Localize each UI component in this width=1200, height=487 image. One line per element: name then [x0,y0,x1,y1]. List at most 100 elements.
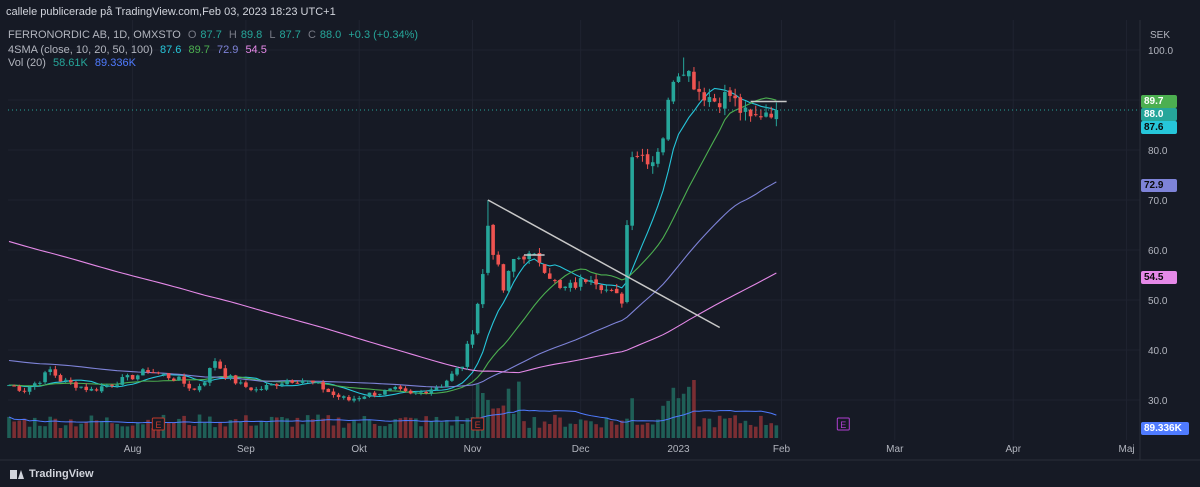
volume-bar [584,420,588,438]
candle-body [69,379,73,383]
sma-line-50 [8,181,777,388]
price-badge: 87.6 [1141,120,1177,134]
volume-bar [656,419,660,438]
candle-body [372,392,377,396]
volume-bar [156,424,161,438]
vol-ma-value: 89.336K [94,57,136,69]
y-tick-label: 70.0 [1148,196,1168,207]
volume-bar [589,421,593,438]
volume-bar [692,380,696,438]
currency-label: SEK [1150,30,1171,41]
y-tick-label: 40.0 [1148,346,1168,357]
volume-bar [537,427,542,438]
candle-body [450,373,454,381]
volume-bar [110,423,114,438]
high-label: H [228,29,237,41]
candle-body [135,375,140,380]
vol-label[interactable]: Vol (20) [8,57,46,69]
volume-bar [444,420,449,438]
earnings-label: E [475,420,481,430]
candle-body [74,382,78,388]
candle-body [625,225,629,302]
volume-bar [249,425,253,438]
volume-bar [599,427,604,438]
volume-bar [285,418,289,438]
candle-body [444,380,449,388]
candle-body [733,95,737,99]
candle-body [475,303,480,334]
volume-bar [7,416,11,438]
volume-bar [594,424,598,438]
candle-body [357,398,361,400]
earnings-marker [471,417,485,431]
volume-bar [532,417,537,438]
volume-bar [269,416,274,438]
volume-bar [352,419,356,438]
volume-bar [460,423,464,438]
volume-bar [141,424,145,438]
volume-bar [321,418,325,438]
volume-bar [120,426,125,438]
volume-bar [434,416,439,438]
candle-body [522,256,526,260]
trend-line [487,199,721,329]
candle-body [759,116,763,118]
candle-body [110,384,114,386]
tradingview-logo-icon [10,469,24,479]
volume-bar [362,416,367,438]
candle-body [609,289,614,291]
symbol-label[interactable]: FERRONORDIC AB, 1D, OMXSTO [8,29,181,41]
tradingview-brand[interactable]: TradingView [10,468,94,480]
x-tick-label: Sep [237,444,255,455]
candle-body [723,92,727,109]
volume-bar [481,392,485,438]
candle-body [573,282,578,288]
volume-bar [238,422,243,438]
volume-bar [187,425,192,438]
volume-bar [640,424,645,438]
open-label: O [187,29,197,41]
volume-bar [408,417,413,438]
candle-body [99,386,104,392]
candle-body [470,334,475,345]
candle-body [244,382,248,387]
candle-body [774,110,779,120]
x-tick-label: Mar [886,444,904,455]
candle-body [656,151,660,164]
candle-body [326,388,331,393]
candle-body [48,369,52,372]
candle-body [202,382,207,386]
volume-bar [316,414,320,438]
candle-body [331,391,336,396]
volume-bar [614,424,619,438]
volume-bar [27,426,32,438]
volume-bar [125,426,130,438]
volume-bar [182,415,186,438]
legend-sma-row: 4SMA (close, 10, 20, 50, 100) 87.6 89.7 … [8,44,271,56]
sma-label[interactable]: 4SMA (close, 10, 20, 50, 100) [8,44,153,56]
volume-bar [398,418,403,438]
volume-bar [177,418,181,438]
candle-body [197,386,202,391]
candle-body [707,97,712,103]
x-tick-label: Dec [572,444,590,455]
volume-bar [378,425,382,438]
candle-body [233,375,238,384]
earnings-marker [836,417,850,431]
candle-body [151,372,155,374]
candle-body [403,388,408,392]
candle-body [568,282,573,288]
candle-body [27,387,32,392]
publish-info: callele publicerade på TradingView.com,F… [6,6,336,18]
volume-bar [403,417,408,438]
candle-body [650,162,655,167]
candle-body [249,387,253,391]
sma100-value: 54.5 [245,44,267,56]
sma-line-100 [8,240,777,374]
volume-bar [22,418,27,438]
close-value: 88.0 [319,29,342,41]
candle-body [275,384,279,386]
candle-body [594,279,598,285]
volume-bar [367,420,372,438]
